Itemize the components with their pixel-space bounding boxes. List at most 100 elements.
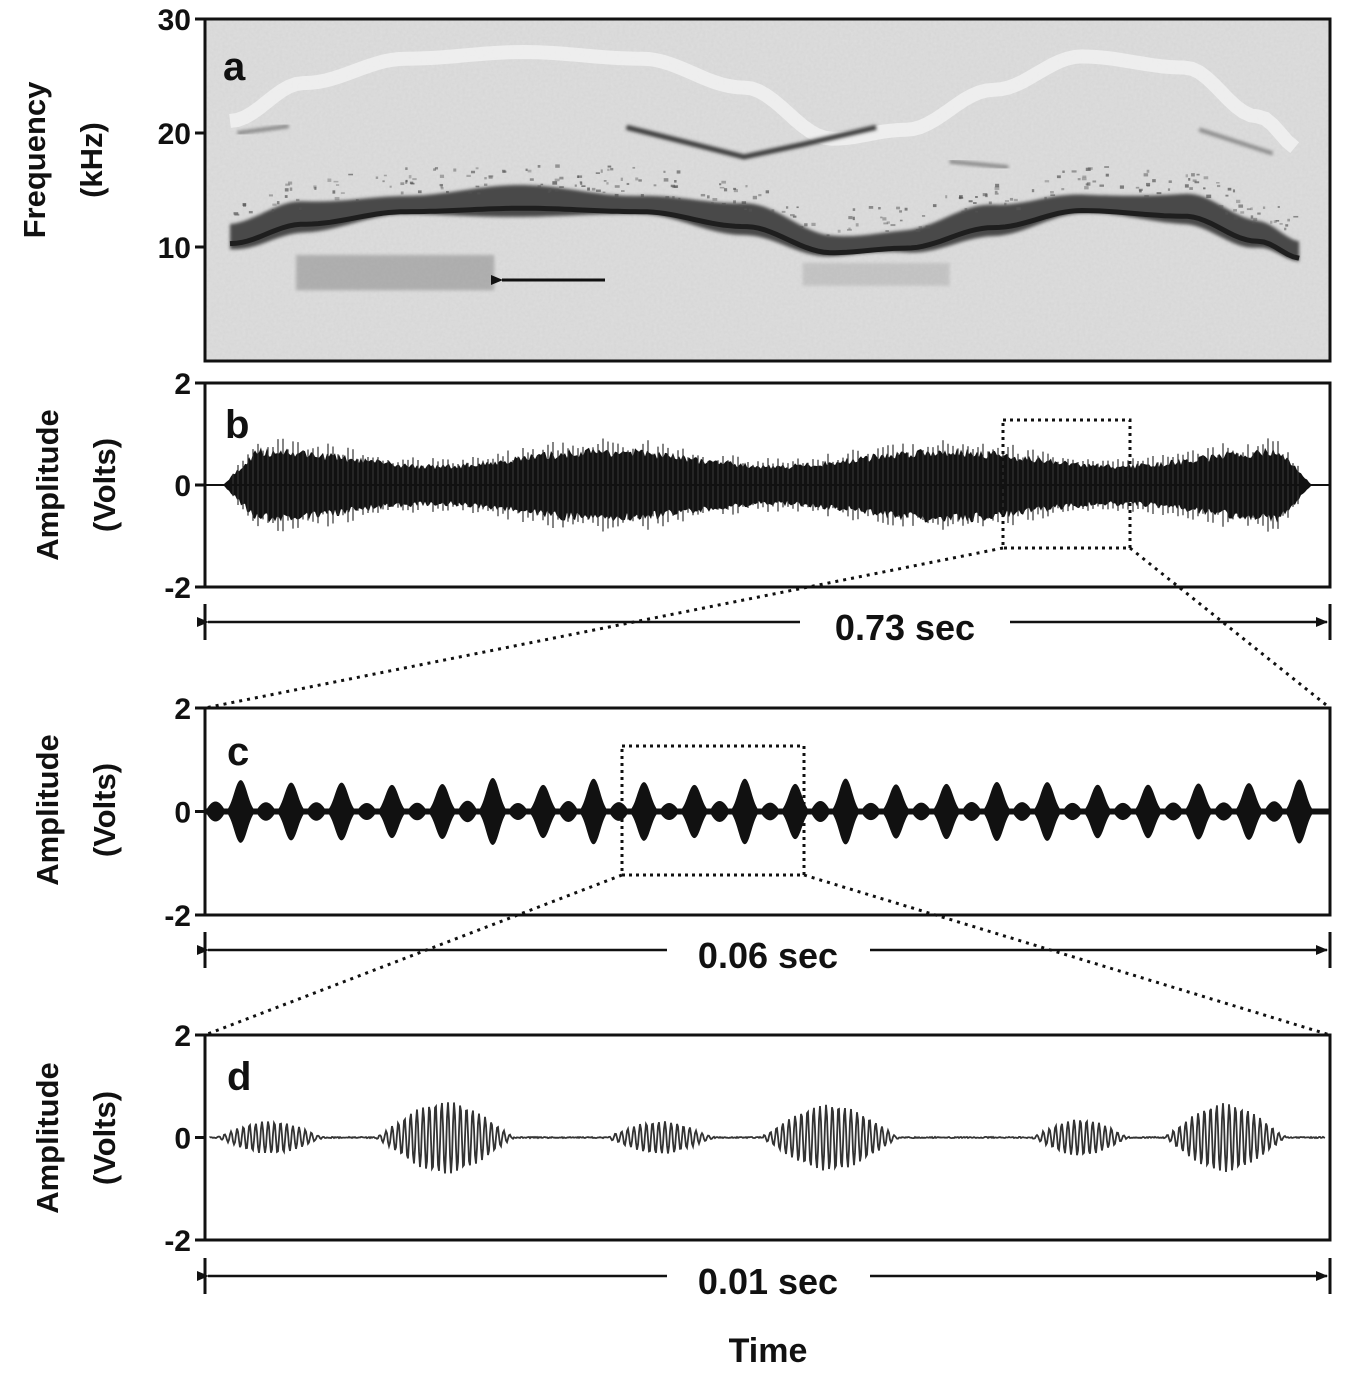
spectrogram-speckle bbox=[665, 196, 670, 199]
spectrogram-speckle bbox=[1275, 219, 1280, 222]
spectrogram-speckle bbox=[706, 195, 710, 199]
y-axis-label-volts-c: (Volts) bbox=[87, 763, 122, 857]
spectrogram-speckle bbox=[484, 177, 487, 180]
spectrogram-speckle bbox=[1086, 182, 1091, 186]
spectrogram-harmonic-line bbox=[625, 124, 877, 160]
panel-label-d: d bbox=[227, 1055, 251, 1099]
spectrogram-speckle bbox=[1062, 170, 1065, 173]
spectrogram-speckle bbox=[289, 187, 293, 191]
spectrogram-speckle bbox=[1277, 205, 1280, 208]
spectrogram-speckle bbox=[1143, 173, 1149, 177]
spectrogram-speckle bbox=[606, 182, 609, 185]
spectrogram-speckle bbox=[925, 225, 931, 229]
spectrogram-speckle bbox=[1119, 185, 1125, 189]
pulse-minor bbox=[356, 802, 377, 821]
spectrogram-speckle bbox=[1146, 182, 1151, 187]
spectrogram-speckle bbox=[663, 170, 666, 173]
spectrogram-speckle bbox=[1099, 184, 1104, 187]
spectrogram-speckle bbox=[1191, 173, 1195, 177]
spectrogram-speckle bbox=[1061, 187, 1065, 191]
spectrogram-speckle bbox=[721, 180, 726, 184]
spectrogram-speckle bbox=[995, 183, 1000, 188]
pulse bbox=[326, 782, 357, 841]
y-tick-label: -2 bbox=[164, 1225, 191, 1258]
spectrogram-speckle bbox=[382, 180, 385, 183]
spectrogram-speckle bbox=[602, 191, 606, 194]
spectrogram-speckle bbox=[781, 210, 786, 213]
spectrogram-speckle bbox=[719, 183, 722, 186]
spectrogram-fundamental-line bbox=[229, 205, 1300, 261]
spectrogram-speckle bbox=[484, 183, 488, 186]
spectrogram-speckle bbox=[868, 205, 874, 209]
spectrogram-speckle bbox=[327, 178, 332, 182]
spectrogram-speckle bbox=[284, 188, 289, 192]
spectrogram-speckle bbox=[1253, 217, 1258, 222]
spectrogram-panel: a Frequency (kHz) 30 20 10 bbox=[17, 4, 1332, 363]
spectrogram-speckle bbox=[855, 223, 859, 227]
pulse-minor bbox=[407, 802, 428, 821]
pulse bbox=[628, 782, 660, 841]
spectrogram-speckle bbox=[719, 186, 725, 189]
waveform-c bbox=[205, 778, 1330, 845]
spectrogram-speckle bbox=[852, 216, 855, 221]
spectrogram-speckle bbox=[1077, 178, 1081, 181]
spectrogram-speckle bbox=[547, 190, 551, 194]
pulse bbox=[729, 778, 760, 845]
spectrogram-speckle bbox=[1031, 189, 1035, 193]
spectrogram-speckle bbox=[595, 189, 601, 192]
spectrogram-speckle bbox=[591, 187, 596, 191]
zoom-connector-c-right bbox=[803, 873, 1331, 1037]
y-tick-label: 20 bbox=[158, 118, 191, 151]
y-tick-label: 2 bbox=[174, 693, 191, 726]
spectrogram-speckle bbox=[537, 185, 542, 189]
pulse bbox=[880, 784, 912, 839]
spectrogram-speckle bbox=[233, 212, 239, 215]
spectrogram-speckle bbox=[882, 217, 887, 221]
spectrogram-speckle bbox=[400, 191, 404, 195]
spectrogram-speckle bbox=[383, 174, 387, 177]
pulse-minor bbox=[1264, 801, 1285, 822]
spectrogram-speckle bbox=[1084, 186, 1089, 190]
spectrogram-speckle bbox=[676, 170, 681, 174]
spectrogram-speckle bbox=[1194, 181, 1200, 184]
spectrogram-speckle bbox=[1225, 211, 1229, 215]
spectrogram-speckle bbox=[826, 234, 830, 237]
spectrogram-speckle bbox=[475, 185, 480, 188]
spectrogram-speckle bbox=[710, 202, 714, 205]
spectrogram-speckle bbox=[595, 172, 600, 174]
spectrogram-speckle bbox=[733, 189, 738, 193]
pulse-minor bbox=[205, 801, 226, 822]
spectrogram-speckle bbox=[400, 182, 405, 186]
spectrogram-fundamental-band bbox=[230, 185, 1300, 262]
spectrogram-speckle bbox=[405, 180, 408, 184]
spectrogram-speckle bbox=[408, 175, 412, 179]
y-ticks-b: 2 0 -2 bbox=[164, 368, 205, 605]
spectrogram-speckle bbox=[739, 204, 744, 208]
spectrogram-speckle bbox=[527, 169, 532, 173]
pulse-minor bbox=[255, 802, 277, 821]
spectrogram-speckle bbox=[932, 204, 937, 208]
spectrogram-speckle bbox=[234, 213, 240, 216]
spectrogram-speckle bbox=[1184, 184, 1189, 188]
spectrogram-speckle bbox=[733, 200, 736, 204]
spectrogram-speckle bbox=[723, 188, 728, 192]
spectrogram-speckle bbox=[1233, 209, 1238, 212]
y-ticks-a: 30 20 10 bbox=[158, 4, 205, 265]
spectrogram-speckle bbox=[271, 209, 275, 213]
pulse bbox=[1082, 784, 1113, 839]
spectrogram-speckle bbox=[1216, 182, 1220, 184]
spectrogram-speckle bbox=[417, 190, 422, 194]
spectrogram-speckle bbox=[848, 227, 851, 230]
spectrogram-speckle bbox=[439, 174, 445, 178]
spectrogram-speckle bbox=[1071, 170, 1077, 173]
spectrogram-speckle bbox=[1004, 200, 1010, 202]
duration-label-d: 0.01 sec bbox=[698, 1261, 838, 1302]
pulse bbox=[427, 783, 458, 840]
spectrogram-speckle bbox=[574, 184, 577, 187]
pulse bbox=[981, 781, 1012, 842]
spectrogram-speckle bbox=[994, 186, 1000, 190]
waveform-panel-b: b Amplitude (Volts) 2 0 -2 0.73 sec bbox=[30, 368, 1332, 648]
spectrogram-speckle bbox=[313, 185, 317, 189]
spectrogram-speckle bbox=[1279, 223, 1283, 225]
spectrogram-speckle bbox=[846, 228, 852, 231]
